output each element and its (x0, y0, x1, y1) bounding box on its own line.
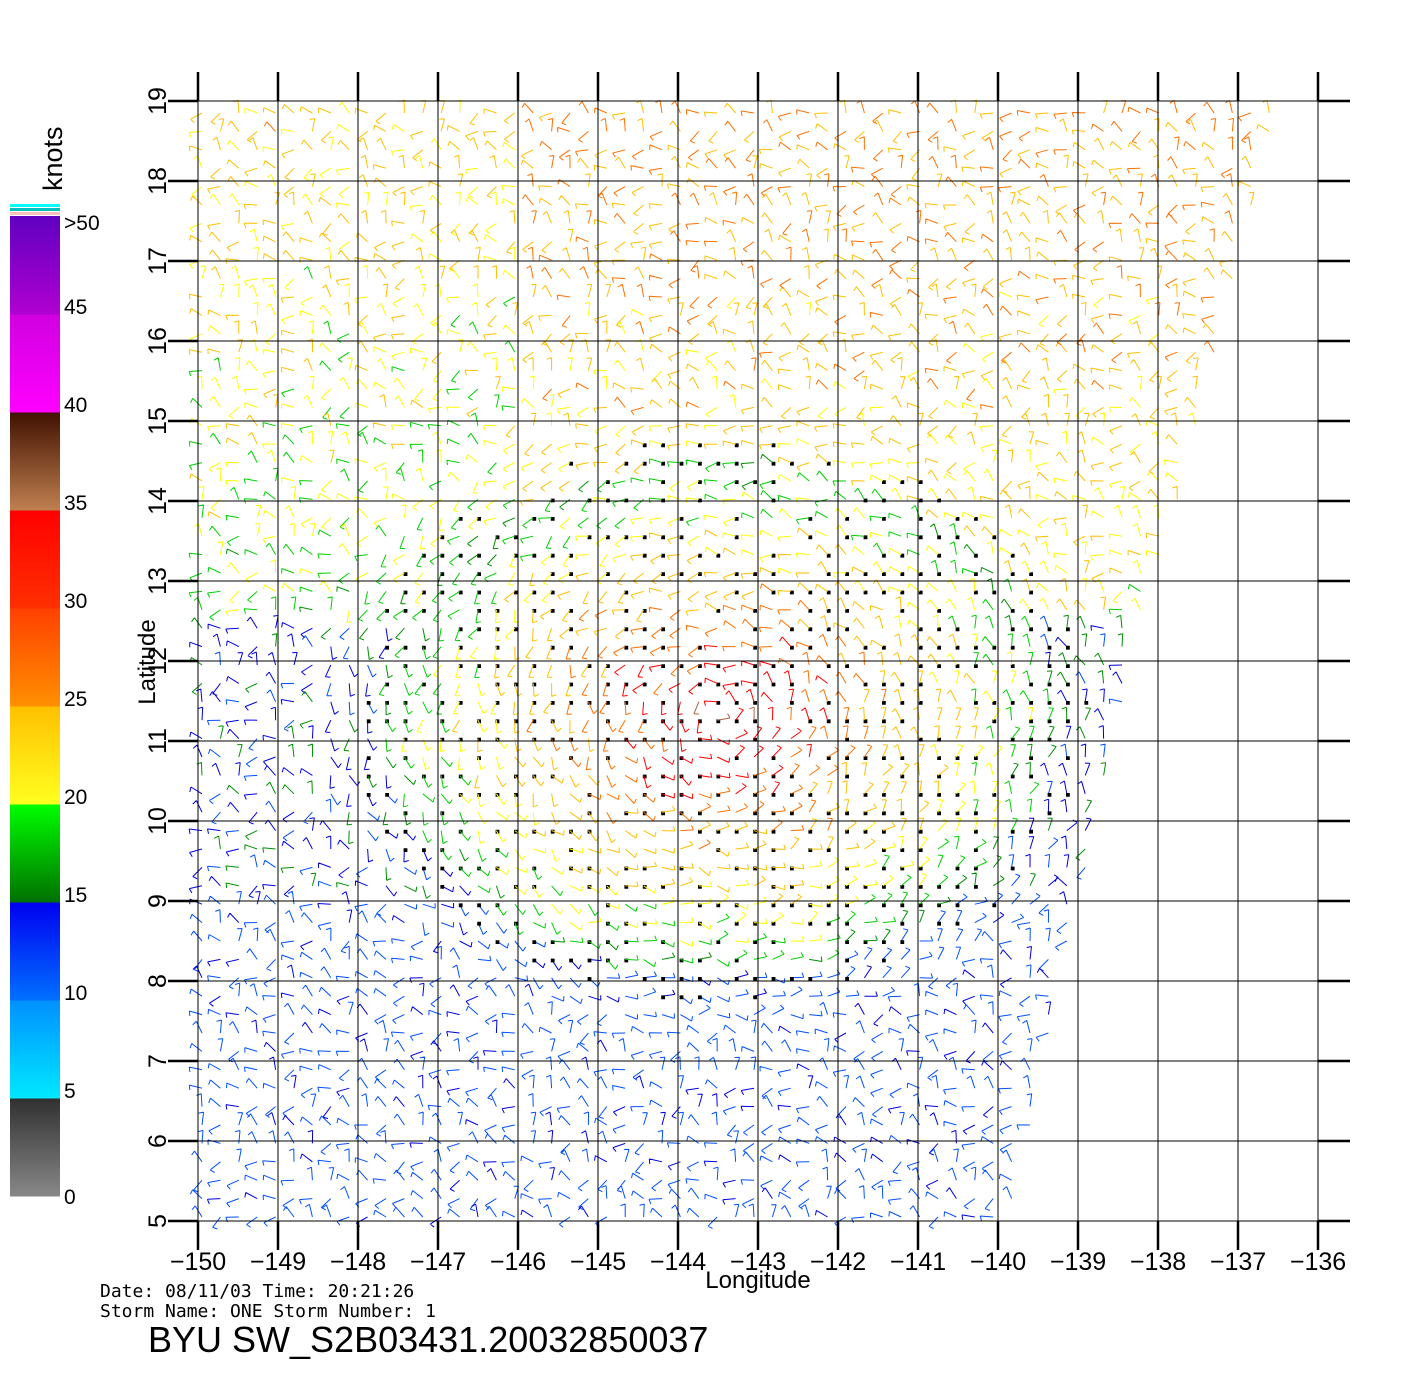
latitude-tick-label: 15 (144, 407, 172, 435)
colorbar-tick-label: 40 (64, 394, 87, 417)
colorbar-tick-label: 5 (64, 1080, 76, 1103)
wind-barbs (188, 615, 1123, 1228)
colorbar-band (10, 510, 60, 609)
colorbar-tick-label: 10 (64, 982, 87, 1005)
colorbar-band (10, 706, 60, 805)
colorbar-band (10, 412, 60, 511)
wind-barbs (614, 636, 829, 800)
colorbar-unit-label: knots (38, 126, 68, 191)
latitude-tick-label: 8 (144, 974, 172, 988)
wind-speed-colorbar: 0 5 10 15 20 25 30 35 40 45 >50 knots (10, 126, 100, 1209)
longitude-tick-label: −150 (170, 1248, 226, 1276)
wind-vectors (188, 99, 1270, 1230)
colorbar-tick-label: 25 (64, 688, 87, 711)
latitude-tick-label: 11 (144, 728, 172, 754)
longitude-tick-label: −145 (570, 1248, 626, 1276)
colorbar-band (10, 804, 60, 903)
latitude-tick-label: 19 (144, 87, 172, 115)
wind-barbs (263, 99, 1252, 850)
colorbar-band (10, 902, 60, 1001)
longitude-tick-label: −144 (650, 1248, 706, 1276)
longitude-tick-label: −139 (1050, 1248, 1106, 1276)
storm-info-line: Storm Name: ONE Storm Number: 1 (100, 1301, 436, 1322)
colorbar-tick-label: >50 (64, 212, 100, 235)
axis-ticks: −150 −149 −148 −147 −146 −145 −144 −143 −142 −141… (144, 72, 1350, 1276)
colorbar-band (10, 1000, 60, 1099)
latitude-tick-label: 5 (144, 1214, 172, 1228)
colorbar-tick-label: 30 (64, 590, 87, 613)
longitude-tick-label: −148 (330, 1248, 386, 1276)
colorbar-tick-label: 0 (64, 1186, 76, 1209)
longitude-tick-label: −140 (970, 1248, 1026, 1276)
latitude-tick-label: 9 (144, 894, 172, 908)
colorbar-band (10, 1098, 60, 1197)
latitude-tick-label: 16 (144, 327, 172, 355)
lat-lon-grid (197, 100, 1319, 1222)
colorbar-tick-label: 45 (64, 296, 87, 319)
colorbar-stripe (10, 208, 60, 211)
colorbar-stripe (10, 204, 60, 207)
wind-barbs (188, 99, 1270, 905)
colorbar-stripe (10, 212, 60, 215)
wind-barbs (189, 453, 1124, 962)
longitude-tick-label: −138 (1130, 1248, 1186, 1276)
colorbar-band (10, 216, 60, 315)
file-title: BYU SW_S2B03431.20032850037 (148, 1319, 708, 1360)
colorbar-band (10, 314, 60, 413)
wind-barbs (188, 99, 1197, 947)
wind-barbs (188, 266, 1141, 970)
longitude-tick-label: −141 (890, 1248, 946, 1276)
latitude-tick-label: 18 (144, 167, 172, 195)
wind-barbs (693, 701, 755, 721)
longitude-tick-label: −137 (1210, 1248, 1266, 1276)
longitude-tick-label: −136 (1290, 1248, 1346, 1276)
longitude-tick-label: −143 (730, 1248, 786, 1276)
colorbar-band (10, 608, 60, 707)
latitude-tick-label: 13 (144, 567, 172, 595)
map-plot-area: −150 −149 −148 −147 −146 −145 −144 −143 −142 −141… (144, 72, 1350, 1276)
latitude-tick-label: 17 (144, 247, 172, 275)
latitude-tick-label: 6 (144, 1134, 172, 1148)
longitude-tick-label: −146 (490, 1248, 546, 1276)
y-axis-label: Latitude (134, 619, 161, 704)
colorbar-tick-label: 35 (64, 492, 87, 515)
date-time-line: Date: 08/11/03 Time: 20:21:26 (100, 1281, 414, 1302)
latitude-tick-label: 14 (144, 487, 172, 515)
colorbar-tick-label: 15 (64, 884, 87, 907)
longitude-tick-label: −142 (810, 1248, 866, 1276)
latitude-tick-label: 10 (144, 807, 172, 835)
longitude-tick-label: −147 (410, 1248, 466, 1276)
longitude-tick-label: −149 (250, 1248, 306, 1276)
latitude-tick-label: 12 (144, 647, 172, 675)
colorbar-tick-label: 20 (64, 786, 87, 809)
wind-barbs (188, 615, 1123, 1230)
latitude-tick-label: 7 (144, 1054, 172, 1068)
x-axis-label: Longitude (705, 1267, 810, 1294)
